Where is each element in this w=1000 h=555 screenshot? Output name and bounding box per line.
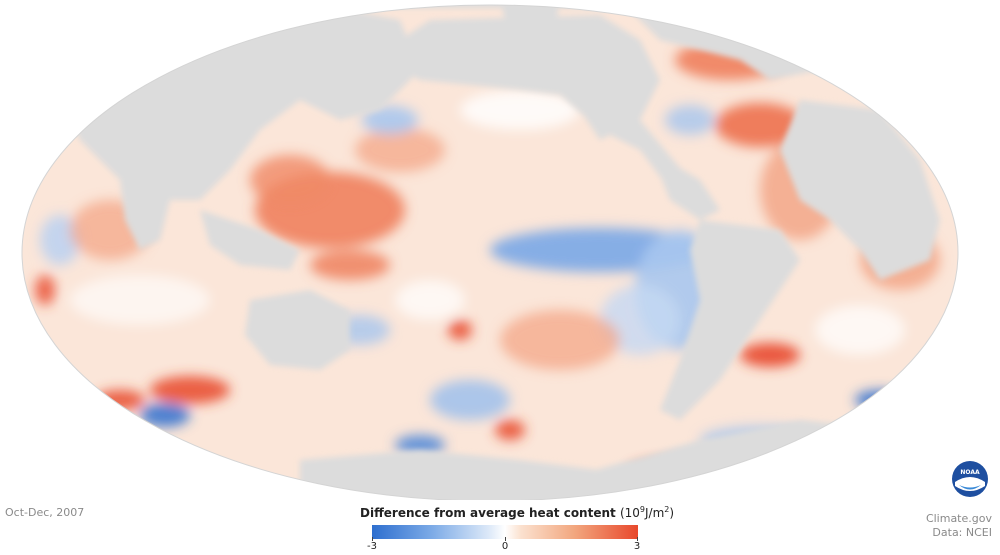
legend-title-text: Difference from average heat content <box>360 506 616 520</box>
legend-tick-min: -3 <box>367 541 377 552</box>
ocean-heat-content-map <box>21 4 959 500</box>
legend-tick-mid: 0 <box>501 541 509 552</box>
data-credit: Data: NCEI <box>932 526 992 539</box>
color-legend: Difference from average heat content (10… <box>360 505 674 552</box>
legend-unit-suffix: ) <box>669 506 675 520</box>
legend-unit-prefix: (10 <box>619 506 640 520</box>
legend-tick-max-mark <box>637 537 638 541</box>
noaa-logo: NOAA <box>952 461 988 497</box>
period-label: Oct-Dec, 2007 <box>5 506 85 519</box>
legend-unit-exp2: 2 <box>664 505 670 514</box>
legend-unit: (109J/m2) <box>619 505 675 520</box>
noaa-logo-text: NOAA <box>960 469 980 476</box>
source-credit: Climate.gov <box>925 512 992 525</box>
legend-color-bar <box>372 525 638 539</box>
legend-tick-min-mark <box>372 537 373 541</box>
legend-tick-mid-mark <box>505 537 506 541</box>
legend-unit-exp: 9 <box>639 505 645 514</box>
legend-unit-mid: J/m <box>645 506 665 520</box>
legend-tick-max: 3 <box>633 541 641 552</box>
legend-title: Difference from average heat content (10… <box>360 505 674 520</box>
